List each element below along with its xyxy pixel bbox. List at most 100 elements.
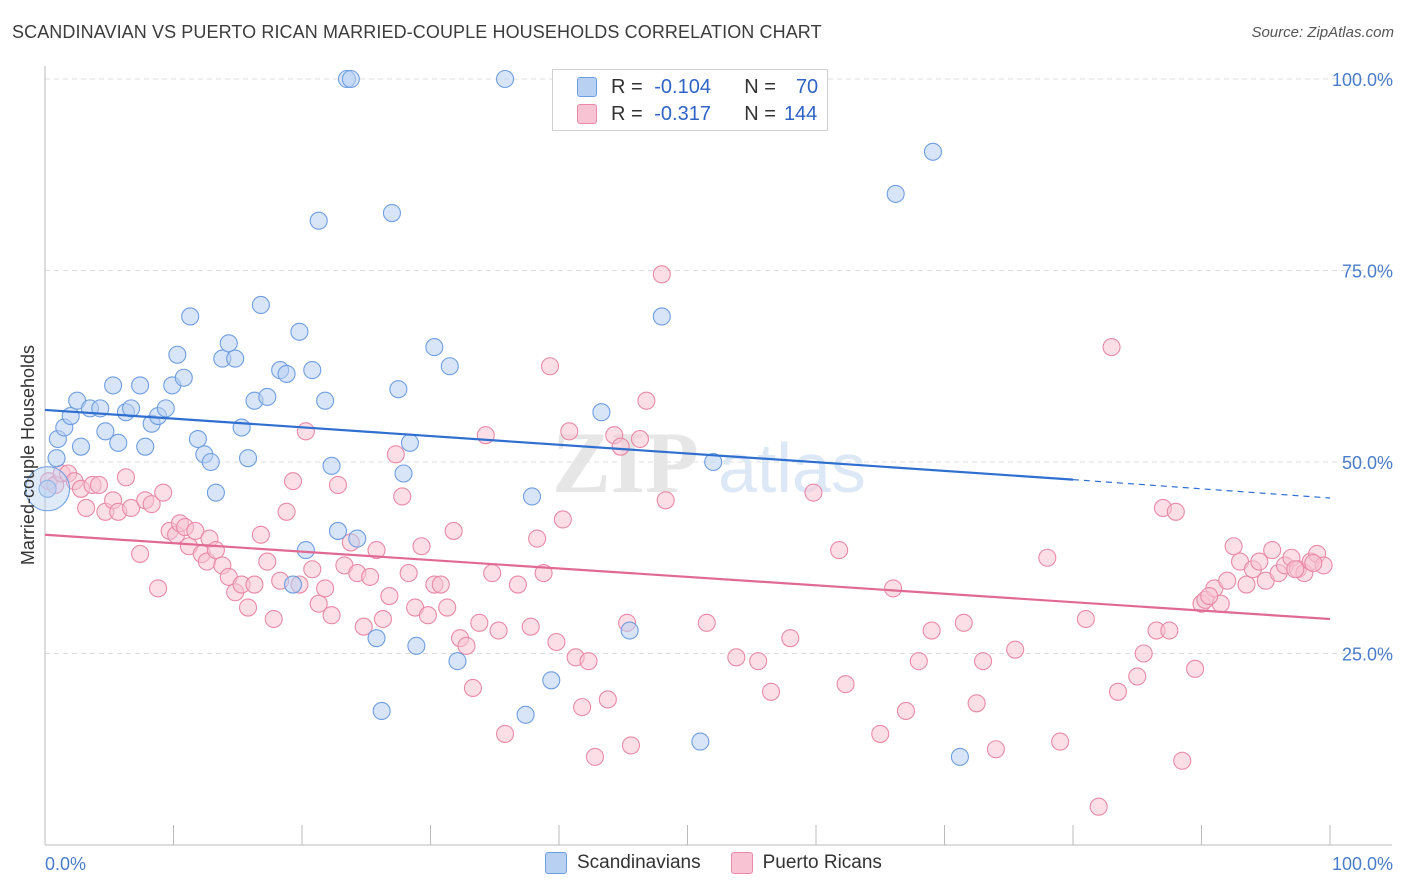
- data-point: [348, 529, 367, 548]
- data-point: [922, 621, 941, 640]
- data-point: [463, 678, 482, 698]
- legend-r-value: -0.104: [654, 75, 711, 98]
- data-point: [1218, 571, 1237, 590]
- legend-row-scandinavians: R = -0.104 N = 70: [577, 75, 818, 99]
- data-point: [96, 422, 115, 441]
- data-point: [399, 564, 418, 583]
- data-point: [316, 391, 335, 410]
- data-point: [516, 705, 535, 724]
- data-point: [579, 652, 598, 671]
- data-point: [407, 636, 426, 655]
- data-point: [373, 609, 393, 629]
- y-tick-label: 100.0%: [1332, 70, 1393, 90]
- legend-r-label: R =: [611, 75, 643, 98]
- data-point: [637, 391, 656, 410]
- legend-row-puerto-ricans: R = -0.317 N = 144: [577, 102, 817, 126]
- data-point: [361, 567, 380, 586]
- data-point: [1237, 575, 1256, 594]
- data-point: [598, 690, 617, 709]
- data-point: [219, 334, 238, 353]
- y-tick-label: 25.0%: [1342, 645, 1393, 665]
- legend-swatch-pink: [577, 104, 597, 124]
- data-point: [560, 422, 579, 441]
- data-point: [1160, 621, 1179, 640]
- data-point: [226, 349, 245, 368]
- data-point: [303, 361, 322, 380]
- data-point: [181, 307, 200, 326]
- data-point: [412, 537, 431, 556]
- legend-r-value: -0.317: [654, 102, 711, 125]
- data-point: [400, 433, 419, 452]
- data-point: [322, 606, 341, 625]
- data-point: [109, 433, 128, 452]
- legend-swatch-blue: [577, 77, 597, 97]
- data-point: [444, 521, 463, 540]
- data-point: [290, 322, 309, 341]
- data-point: [122, 498, 141, 518]
- data-point: [1102, 338, 1121, 357]
- data-point: [309, 594, 328, 613]
- legend-n-value: 70: [795, 75, 819, 98]
- data-point: [1200, 586, 1219, 606]
- data-point: [394, 464, 413, 483]
- data-point: [71, 437, 91, 456]
- data-point: [277, 364, 296, 383]
- data-point: [656, 491, 675, 510]
- grid-lines: [45, 78, 1392, 654]
- data-point: [131, 376, 150, 395]
- data-point: [540, 357, 560, 376]
- data-point: [104, 376, 123, 395]
- trend-lines: [44, 408, 1331, 621]
- data-point: [448, 652, 467, 671]
- data-point: [283, 575, 303, 594]
- data-point: [201, 452, 220, 472]
- data-point: [238, 449, 258, 468]
- data-point: [508, 575, 527, 594]
- data-point: [1134, 644, 1153, 663]
- data-point: [149, 579, 168, 598]
- data-point: [1304, 554, 1323, 573]
- data-point: [621, 736, 641, 755]
- data-point: [547, 632, 566, 652]
- data-point: [89, 475, 109, 495]
- data-point: [440, 357, 459, 376]
- data-point: [264, 609, 283, 629]
- legend-swatch-pink: [730, 852, 753, 874]
- watermark: ZIP atlas: [552, 415, 866, 512]
- data-point: [296, 422, 315, 441]
- chart-source: Source: ZipAtlas.com: [1251, 24, 1394, 41]
- series-legend: Scandinavians Puerto Ricans: [545, 852, 912, 874]
- data-point: [521, 617, 540, 636]
- data-point: [495, 69, 515, 89]
- y-tick-label: 50.0%: [1342, 453, 1393, 473]
- data-point: [1076, 609, 1095, 629]
- data-point: [142, 495, 161, 514]
- data-point: [592, 403, 611, 422]
- data-point: [1038, 548, 1057, 567]
- data-point: [727, 648, 746, 667]
- data-point: [389, 380, 408, 399]
- data-point: [495, 724, 515, 743]
- data-point: [761, 682, 781, 701]
- data-point: [630, 429, 650, 449]
- data-point: [367, 629, 386, 648]
- chart-title: SCANDINAVIAN VS PUERTO RICAN MARRIED-COU…: [12, 22, 822, 42]
- legend-label-scandinavians: Scandinavians: [577, 852, 701, 873]
- data-point: [354, 617, 373, 636]
- tick-labels: 25.0% 50.0% 75.0% 100.0% 0.0% 100.0%: [45, 70, 1393, 874]
- data-point: [206, 541, 225, 560]
- data-point: [830, 541, 849, 560]
- data-point: [386, 445, 405, 464]
- data-point: [38, 479, 57, 498]
- legend-n-label: N =: [744, 75, 776, 98]
- data-point: [489, 621, 508, 640]
- data-point: [174, 368, 193, 387]
- data-point: [1166, 502, 1185, 521]
- legend-n-value: 144: [783, 102, 818, 125]
- data-point: [697, 613, 716, 632]
- correlation-legend: R = -0.104 N = 70 R = -0.317 N = 144: [552, 69, 828, 131]
- data-point: [986, 740, 1005, 759]
- data-point: [1224, 537, 1243, 556]
- data-point: [781, 629, 800, 648]
